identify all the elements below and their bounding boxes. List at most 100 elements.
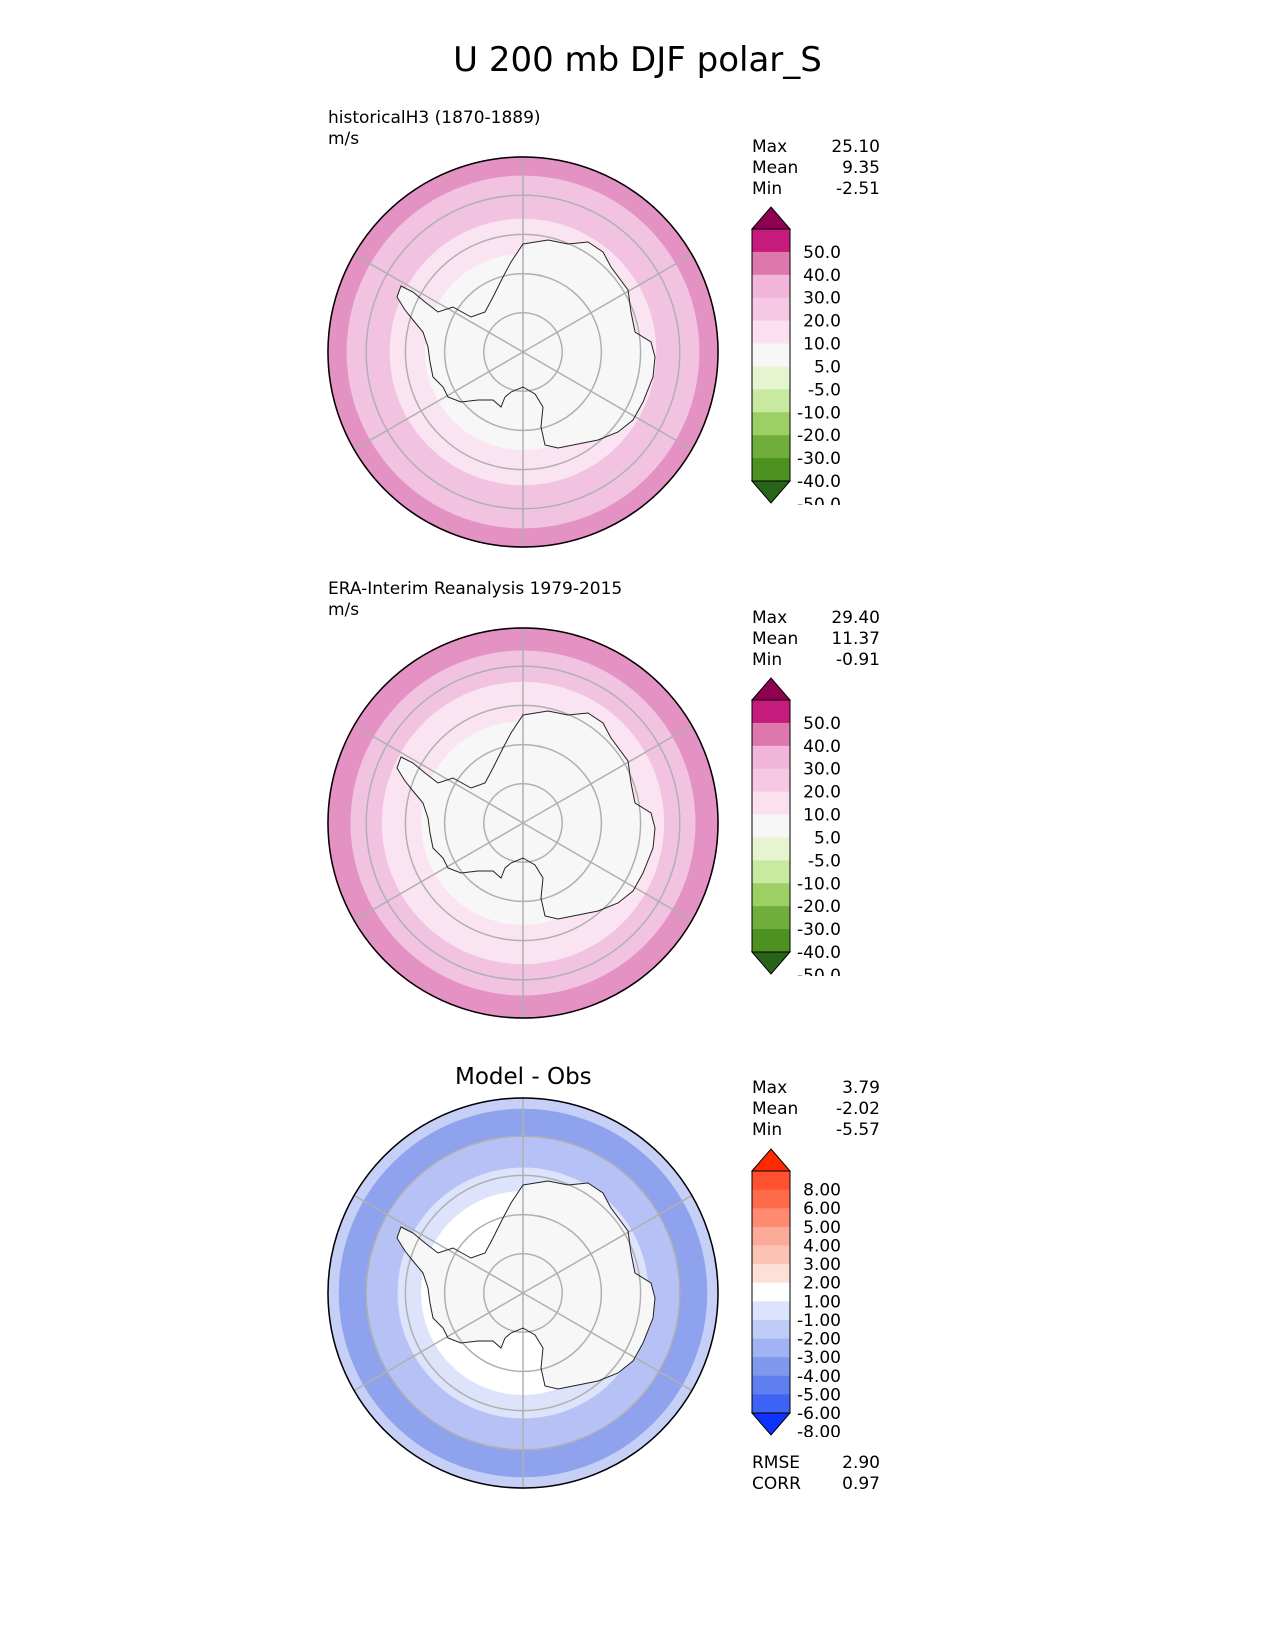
meridian-line: [522, 1194, 694, 1294]
colorbar-swatch: [752, 297, 790, 322]
panel3-mean-label: Mean: [752, 1099, 799, 1119]
colorbar-swatch: [752, 1245, 790, 1265]
panel2-colorbar: 50.0 40.0 30.0 20.0 10.05.0 -5.0 -10.0 -20.0 -30…: [750, 677, 841, 976]
panel2-subtitle-line1: ERA-Interim Reanalysis 1979-2015: [328, 579, 623, 599]
panel1-polar-map: [327, 156, 719, 548]
antarctica-fill: [397, 240, 655, 448]
meridian-line: [352, 1292, 524, 1392]
panel2-units: m/s: [328, 600, 360, 620]
panel1-mean-value: 9.35: [842, 158, 880, 178]
colorbar-tick-label: 50.0: [803, 714, 841, 734]
panel1-min-label: Min: [752, 179, 783, 199]
colorbar-tick-label: 20.0: [803, 312, 841, 332]
colorbar-swatch: [752, 320, 790, 345]
colorbar-swatch: [752, 274, 790, 299]
panel3-min-value: -5.57: [836, 1120, 880, 1140]
colorbar-tick-label: -50.0: [797, 966, 841, 976]
colorbar-tick-label: -1.00: [797, 1311, 841, 1331]
panel1-subtitle: historicalH3 (1870-1889) m/s: [328, 108, 541, 150]
colorbar-tick-label: -6.00: [797, 1404, 841, 1424]
colorbar-swatch: [752, 791, 790, 816]
colorbar-tick-label: 10.0: [803, 335, 841, 355]
panel3-colorbar: 8.006.005.004.003.002.001.00-1.00-2.00-3…: [750, 1148, 841, 1437]
colorbar-swatch: [752, 458, 790, 482]
panel3-title: Model - Obs: [455, 1064, 592, 1090]
panel2-min-label: Min: [752, 650, 783, 670]
panel3-polar-map: [327, 1097, 719, 1489]
colorbar-extend-top: [750, 206, 792, 230]
panel1-stats: Max 25.10 Mean 9.35 Min -2.51: [752, 137, 880, 200]
colorbar-frame: [751, 228, 791, 482]
colorbar-swatch: [752, 814, 790, 838]
colorbar-tick-label: 3.00: [803, 1255, 841, 1275]
field-layer: [327, 627, 719, 1019]
colorbar-tick-label: -10.0: [797, 403, 841, 423]
meridian-line: [352, 822, 524, 922]
meridian-line: [352, 253, 524, 353]
colorbar-tick-label: 10.0: [803, 806, 841, 826]
colorbar-tick-label: -50.0: [797, 495, 841, 505]
corr-label: CORR: [752, 1474, 801, 1494]
colorbar-tick-label: 4.00: [803, 1236, 841, 1256]
colorbar-tick-label: -8.00: [797, 1423, 841, 1437]
colorbar-extend-bottom: [750, 1412, 792, 1436]
panel2-min-value: -0.91: [836, 650, 880, 670]
colorbar-tick-label: -5.00: [797, 1385, 841, 1405]
colorbar-swatch: [752, 1189, 790, 1209]
colorbar-tick-label: 40.0: [803, 737, 841, 757]
colorbar-swatch: [752, 389, 790, 413]
colorbar-swatch: [752, 366, 790, 390]
colorbar-extend-bottom: [750, 480, 792, 504]
panel3-max-label: Max: [752, 1078, 788, 1098]
colorbar-tick-label: -4.00: [797, 1367, 841, 1387]
meridian-line: [522, 822, 694, 922]
colorbar-tick-label: 50.0: [803, 243, 841, 263]
colorbar-tick-label: 2.00: [803, 1274, 841, 1294]
colorbar-swatch: [752, 906, 790, 930]
panel3-max-value: 3.79: [842, 1078, 880, 1098]
colorbar-tick-label: 5.00: [803, 1218, 841, 1238]
colorbar-frame: [751, 1170, 791, 1414]
panel1-max-value: 25.10: [831, 137, 880, 157]
meridian-line: [522, 253, 694, 353]
colorbar-swatch: [752, 860, 790, 884]
colorbar-tick-label: -30.0: [797, 920, 841, 940]
field-layer: [327, 156, 719, 548]
panel2-max-label: Max: [752, 608, 788, 628]
meridian-line: [352, 1194, 524, 1294]
colorbar-swatch: [752, 1394, 790, 1414]
panel2-polar-map: [327, 627, 719, 1019]
antarctica-coastline: [396, 239, 656, 449]
colorbar-tick-label: -30.0: [797, 449, 841, 469]
panel2-subtitle: ERA-Interim Reanalysis 1979-2015 m/s: [328, 579, 622, 621]
panel2-max-value: 29.40: [831, 608, 880, 628]
antarctica-fill: [397, 1181, 655, 1389]
panel3-stats: Max 3.79 Mean -2.02 Min -5.57: [752, 1078, 880, 1141]
colorbar-swatch: [752, 1375, 790, 1395]
field-layer: [327, 1097, 719, 1489]
colorbar-swatch: [752, 1338, 790, 1358]
meridian-line: [522, 351, 694, 451]
panel3-mean-value: -2.02: [836, 1099, 880, 1119]
colorbar-frame: [751, 699, 791, 953]
colorbar-extend-top: [750, 1148, 792, 1172]
panel2-mean-value: 11.37: [831, 629, 880, 649]
panel3-skill-stats: RMSE 2.90 CORR 0.97: [752, 1453, 880, 1495]
colorbar-swatch: [752, 343, 790, 367]
colorbar-swatch: [752, 1282, 790, 1302]
colorbar-swatch: [752, 1357, 790, 1377]
colorbar-tick-label: 1.00: [803, 1292, 841, 1312]
colorbar-tick-label: 30.0: [803, 289, 841, 309]
panel2-stats: Max 29.40 Mean 11.37 Min -0.91: [752, 608, 880, 671]
meridian-line: [522, 724, 694, 824]
map-border: [327, 627, 719, 1019]
colorbar-extend-bottom: [750, 951, 792, 975]
colorbar-tick-label: 30.0: [803, 760, 841, 780]
colorbar-tick-label: -40.0: [797, 472, 841, 492]
antarctica-fill: [397, 711, 655, 919]
colorbar-tick-label: 20.0: [803, 783, 841, 803]
rmse-value: 2.90: [842, 1453, 880, 1473]
colorbar-tick-label: 6.00: [803, 1199, 841, 1219]
colorbar-tick-label: -20.0: [797, 426, 841, 446]
colorbar-swatch: [752, 1319, 790, 1340]
